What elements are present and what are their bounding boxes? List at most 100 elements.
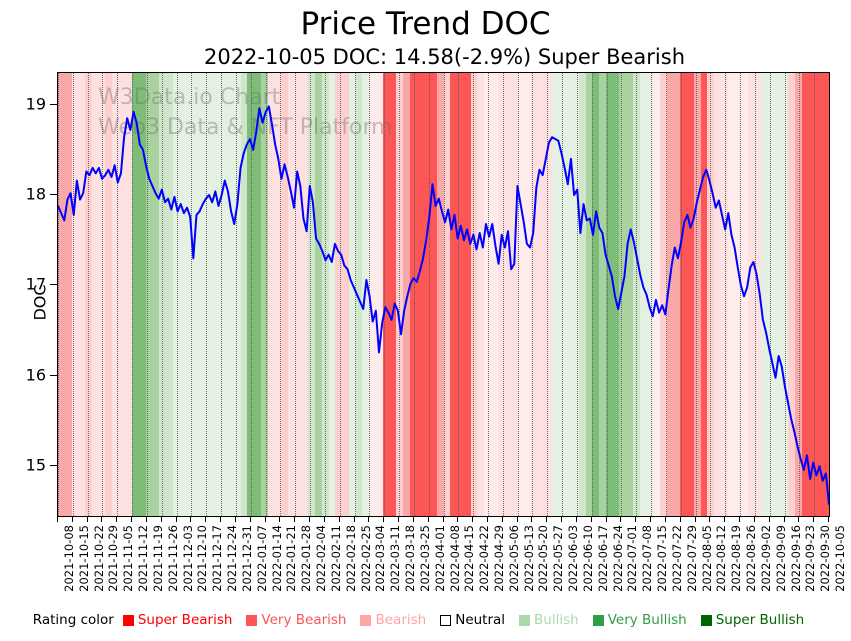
rating-band [774,73,783,516]
x-tick-mark [739,516,741,522]
x-tick-label: 2022-03-11 [388,525,403,592]
legend-item[interactable]: Super Bearish [122,612,247,628]
legend-label: Very Bullish [607,612,687,628]
x-tick-mark [131,516,133,522]
rating-band [700,73,708,516]
x-tick-label: 2022-02-11 [328,525,343,592]
vertical-gridline [310,73,312,516]
rating-band [402,73,411,516]
x-tick-label: 2022-08-19 [729,525,744,592]
y-tick-mark [50,194,57,196]
legend-item[interactable]: Very Bearish [246,612,360,628]
x-tick-mark [368,516,370,522]
rating-band [193,73,201,516]
x-tick-label: 2022-02-18 [343,525,358,592]
x-tick-mark [679,516,681,522]
x-tick-label: 2022-04-08 [447,525,462,592]
rating-band [666,73,675,516]
rating-band [423,73,431,516]
vertical-gridline [562,73,564,516]
x-tick-mark [309,516,311,522]
rating-band [477,73,485,516]
x-tick-mark [605,516,607,522]
vertical-gridline [784,73,786,516]
vertical-gridline [58,73,59,516]
rating-band [213,73,221,516]
vertical-gridline [725,73,727,516]
rating-band [693,73,702,516]
rating-band [227,73,235,516]
x-tick-label: 2022-05-20 [536,525,551,592]
rating-band [308,73,316,516]
x-tick-mark [709,516,711,522]
vertical-gridline [547,73,549,516]
x-tick-label: 2021-12-03 [180,525,195,592]
legend-item[interactable]: Neutral [440,612,519,628]
x-tick-mark [175,516,177,522]
rating-band [206,73,215,516]
vertical-gridline [695,73,697,516]
x-tick-mark [57,516,58,522]
x-tick-mark [768,516,770,522]
rating-band [294,73,303,516]
x-tick-label: 2022-01-21 [284,525,299,592]
plot-area: W3Data.io Chart Web3 Data & NFT Platform [57,72,830,517]
rating-band [592,73,600,516]
y-tick-label: 19 [25,94,46,114]
legend-swatch-icon [700,614,712,626]
x-tick-label: 2022-07-29 [684,525,699,592]
vertical-gridline [428,73,430,516]
x-tick-label: 2022-02-04 [314,525,329,592]
x-tick-label: 2022-05-06 [506,525,521,592]
x-tick-mark [620,516,622,522]
vertical-gridline [265,73,267,516]
rating-band [599,73,607,516]
rating-band [517,73,526,516]
vertical-gridline [576,73,578,516]
x-tick-mark [442,516,444,522]
x-tick-mark [116,516,118,522]
x-tick-mark [71,516,73,522]
vertical-gridline [221,73,223,516]
rating-band [274,73,282,516]
legend-item[interactable]: Very Bullish [592,612,701,628]
x-tick-label: 2021-10-08 [62,525,76,592]
rating-band [125,73,133,516]
legend-item[interactable]: Super Bullish [700,612,819,628]
vertical-gridline [250,73,252,516]
legend-label: Neutral [455,612,506,628]
legend-item[interactable]: Bullish [519,612,593,628]
vertical-gridline [606,73,608,516]
vertical-gridline [487,73,489,516]
vertical-gridline [206,73,208,516]
rating-band [166,73,174,516]
y-tick-label: 17 [25,274,46,294]
x-tick-mark [383,516,385,522]
legend-swatch-icon [360,614,372,626]
rating-band [714,73,722,516]
x-tick-mark [798,516,800,522]
x-tick-mark [783,516,785,522]
legend-item[interactable]: Bearish [360,612,440,628]
x-tick-mark [546,516,548,522]
x-tick-label: 2022-09-16 [788,525,803,592]
rating-band [612,73,620,516]
x-tick-mark [724,516,726,522]
rating-band [795,73,803,516]
rating-band [659,73,668,516]
x-tick-label: 2022-09-23 [803,525,818,592]
vertical-gridline [710,73,712,516]
x-tick-label: 2022-10-05 [833,525,847,592]
x-tick-label: 2021-11-26 [165,525,180,592]
x-tick-mark [145,516,147,522]
rating-band [808,73,817,516]
x-tick-mark [561,516,563,522]
x-tick-mark [160,516,162,522]
rating-band-layer [58,73,829,516]
rating-band [240,73,248,516]
rating-band [159,73,167,516]
x-tick-mark [486,516,488,522]
x-tick-mark [190,516,192,522]
price-line [58,73,829,516]
rating-band [463,73,472,516]
